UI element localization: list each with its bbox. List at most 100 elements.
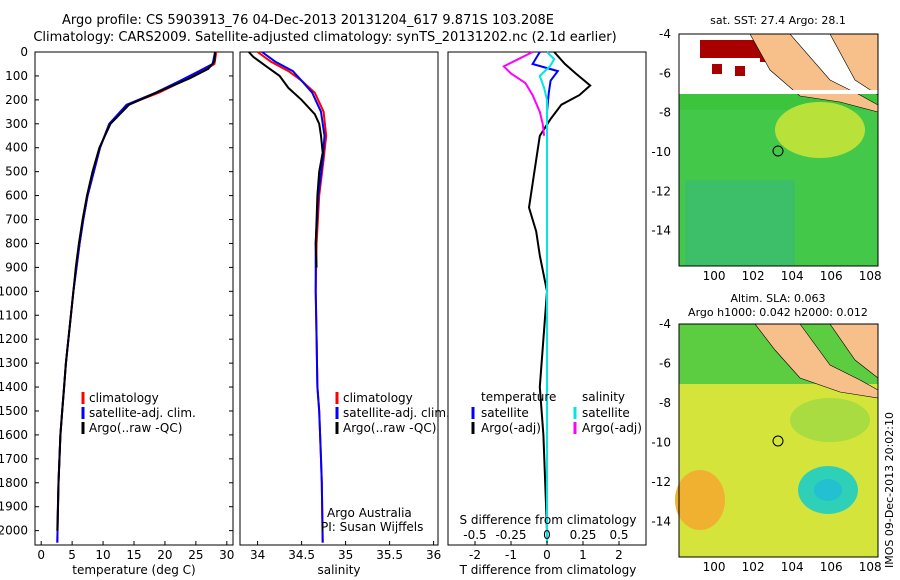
temperature-legend: climatology satellite-adj. clim. Argo(..… <box>81 391 196 435</box>
sst-cloud-edge <box>679 90 878 94</box>
map-y-tick-label: -4 <box>659 317 671 331</box>
s-tick-label: 0.5 <box>609 528 628 542</box>
map-y-tick-label: -4 <box>659 27 671 41</box>
sla-map: Altim. SLA: 0.063 Argo h1000: 0.042 h200… <box>651 292 881 574</box>
series-line-temperature-argo-adj- <box>527 51 592 531</box>
sst-y-ticks: -4 -6 -8 -10 -12 -14 <box>651 27 671 238</box>
salinity-panel: 34 34.5 35 35.5 36 salinity climatology sate… <box>239 51 450 577</box>
legend-temperature-title: temperature <box>481 390 556 404</box>
legend-item: Argo(-adj) <box>481 421 541 435</box>
pi-note: PI: Susan Wijffels <box>321 520 423 534</box>
depth-tick-label: 0 <box>20 45 28 59</box>
depth-tick-label: 1500 <box>0 404 28 418</box>
temperature-x-label: temperature (deg C) <box>72 563 195 577</box>
legend-item: Argo(..raw -QC) <box>343 421 436 435</box>
footer-timestamp: IMOS 09-Dec-2013 20:02:10 <box>883 412 896 568</box>
x-tick-label: 10 <box>95 548 110 562</box>
sla-mid-patch <box>790 398 870 442</box>
map-y-tick-label: -10 <box>651 145 671 159</box>
salinity-x-ticks: 34 34.5 35 35.5 36 <box>250 541 441 562</box>
salinity-legend: climatology satellite-adj. clim. Argo(..… <box>335 391 450 435</box>
sst-land-and-obs <box>679 33 879 113</box>
series-line-salinity-satellite <box>538 51 556 543</box>
temperature-x-ticks: 0 5 10 15 20 25 30 <box>37 541 234 562</box>
map-x-tick-label: 108 <box>859 560 882 574</box>
title-line-2: Climatology: CARS2009. Satellite-adjuste… <box>33 30 616 45</box>
x-tick-label: 30 <box>219 548 234 562</box>
depth-tick-label: 1600 <box>0 428 28 442</box>
legend-item: satellite-adj. clim. <box>343 406 450 420</box>
depth-tick-label: 900 <box>5 260 28 274</box>
legend-item: satellite <box>582 406 630 420</box>
map-x-tick-label: 106 <box>820 269 843 283</box>
legend-salinity-title: salinity <box>582 390 625 404</box>
map-y-tick-label: -8 <box>659 396 671 410</box>
x-tick-label: 35 <box>338 548 353 562</box>
x-tick-label: 35.5 <box>376 548 403 562</box>
series-line-argo-raw-qc- <box>56 51 217 531</box>
sst-map-frame <box>678 33 879 267</box>
map-x-tick-label: 100 <box>703 560 726 574</box>
sla-argo-location <box>772 435 784 447</box>
map-y-tick-label: -6 <box>659 356 671 370</box>
title-line-1: Argo profile: CS 5903913_76 04-Dec-2013 … <box>62 13 554 28</box>
map-y-tick-label: -14 <box>651 224 671 238</box>
sla-y-ticks: -4 -6 -8 -10 -12 -14 <box>651 317 671 528</box>
argo-australia-note: Argo Australia <box>327 506 412 520</box>
x-tick-label: 5 <box>68 548 76 562</box>
sst-hot-pixels <box>735 66 745 76</box>
depth-tick-label: 1000 <box>0 284 28 298</box>
depth-tick-label: 500 <box>5 165 28 179</box>
difference-panel: -2 -1 0 1 2 -0.5 -0.25 0 0.25 0.5 S difference f… <box>447 51 647 577</box>
x-tick-label: 2 <box>615 548 623 562</box>
map-x-tick-label: 100 <box>703 269 726 283</box>
sst-x-ticks: 100 102 104 106 108 <box>703 269 882 283</box>
map-y-tick-label: -12 <box>651 475 671 489</box>
legend-item: climatology <box>89 391 159 405</box>
sst-argo-location <box>772 145 784 157</box>
s-difference-label: S difference from climatology <box>460 513 637 527</box>
map-x-tick-label: 108 <box>859 269 882 283</box>
x-tick-label: 34 <box>250 548 265 562</box>
x-tick-label: 15 <box>126 548 141 562</box>
depth-tick-label: 200 <box>5 93 28 107</box>
depth-tick-label: 1300 <box>0 356 28 370</box>
depth-tick-label: 1200 <box>0 332 28 346</box>
depth-tick-label: 1900 <box>0 500 28 514</box>
depth-tick-label: 800 <box>5 236 28 250</box>
salinity-x-label: salinity <box>317 563 360 577</box>
sst-map: sat. SST: 27.4 Argo: 28.1 -4 -6 -8 -10 -12 -1… <box>651 14 881 283</box>
sst-warm-patch <box>775 102 865 158</box>
map-y-tick-label: -10 <box>651 435 671 449</box>
sst-hot-pixels <box>712 64 722 74</box>
sla-map-title-2: Argo h1000: 0.042 h2000: 0.012 <box>688 306 868 319</box>
map-y-tick-label: -14 <box>651 514 671 528</box>
map-x-tick-label: 104 <box>781 269 804 283</box>
depth-tick-label: 600 <box>5 189 28 203</box>
difference-s-ticks: -0.5 -0.25 0 0.25 0.5 <box>463 528 628 542</box>
map-x-tick-label: 102 <box>742 269 765 283</box>
temperature-axes-box <box>34 51 234 546</box>
depth-tick-label: 2000 <box>0 524 28 538</box>
sst-cool-patch <box>685 180 795 266</box>
legend-item: climatology <box>343 391 413 405</box>
sla-high-patch <box>675 470 725 530</box>
depth-tick-label: 1700 <box>0 452 28 466</box>
sla-map-frame <box>678 323 879 558</box>
s-tick-label: -0.25 <box>495 528 526 542</box>
series-line-salinity-argo-adj- <box>502 51 546 136</box>
x-tick-label: 1 <box>579 548 587 562</box>
difference-t-ticks: -2 -1 0 1 2 <box>469 541 623 562</box>
sst-map-title: sat. SST: 27.4 Argo: 28.1 <box>710 14 846 27</box>
map-x-tick-label: 106 <box>820 560 843 574</box>
map-y-tick-label: -6 <box>659 66 671 80</box>
series-line-argo-raw-qc- <box>248 51 324 268</box>
depth-tick-label: 400 <box>5 141 28 155</box>
s-tick-label: 0.25 <box>570 528 597 542</box>
t-difference-label: T difference from climatology <box>459 563 637 577</box>
depth-tick-label: 100 <box>5 69 28 83</box>
x-tick-label: 0 <box>543 548 551 562</box>
x-tick-label: 0 <box>37 548 45 562</box>
depth-tick-label: 300 <box>5 117 28 131</box>
legend-item: Argo(..raw -QC) <box>89 421 182 435</box>
